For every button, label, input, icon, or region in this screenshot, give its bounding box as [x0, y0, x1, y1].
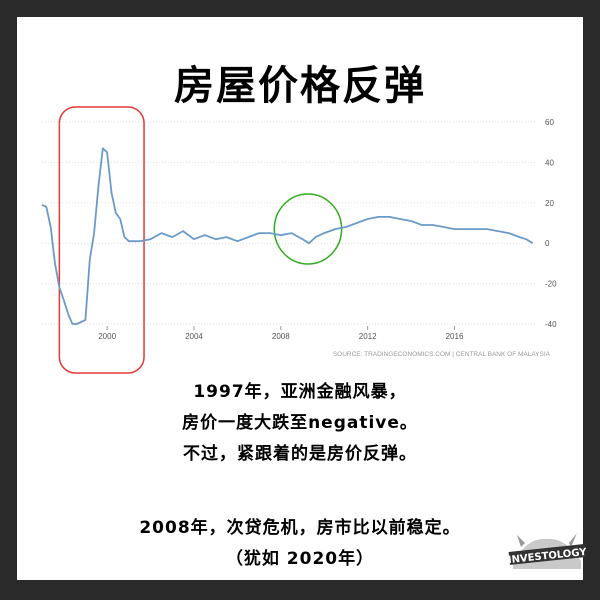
y-tick-label: -20 [545, 280, 557, 289]
caption-line-5: （犹如 2020年） [225, 549, 375, 569]
chart-source: SOURCE: TRADINGECONOMICS.COM | CENTRAL B… [333, 351, 551, 358]
caption-line-1: 1997年，亚洲金融风暴， [193, 382, 407, 402]
caption-line-4: 2008年，次贷危机，房市比以前稳定。 [139, 518, 461, 538]
y-tick-label: 20 [545, 199, 554, 208]
y-tick-label: -40 [545, 320, 557, 329]
card: 房屋价格反弹 60 40 20 0 -20 -40 2000 2004 2008 2012 201… [17, 17, 587, 580]
investology-logo: INVESTOLOGY [507, 533, 587, 569]
x-tick-label: 2008 [272, 332, 290, 341]
y-axis-ticks: 60 40 20 0 -20 -40 [545, 118, 557, 329]
x-tick-label: 2012 [359, 332, 377, 341]
x-axis-ticks: 2000 2004 2008 2012 2016 [98, 326, 464, 341]
series-line [41, 147, 534, 325]
page-title: 房屋价格反弹 [174, 63, 426, 109]
y-tick-label: 60 [545, 118, 554, 127]
x-tick-label: 2004 [185, 332, 203, 341]
x-tick-label: 2016 [446, 332, 464, 341]
y-tick-label: 40 [545, 158, 554, 167]
chart: 60 40 20 0 -20 -40 2000 2004 2008 2012 2016 SOURC… [41, 106, 557, 374]
y-tick-label: 0 [545, 239, 550, 248]
chart-series [41, 147, 534, 325]
caption-line-2: 房价一度大跌至negative。 [182, 413, 418, 433]
chart-grid [42, 121, 537, 325]
annotation-circle [273, 193, 343, 265]
x-tick-label: 2000 [98, 332, 116, 341]
caption-line-3: 不过，紧跟着的是房价反弹。 [183, 444, 417, 464]
